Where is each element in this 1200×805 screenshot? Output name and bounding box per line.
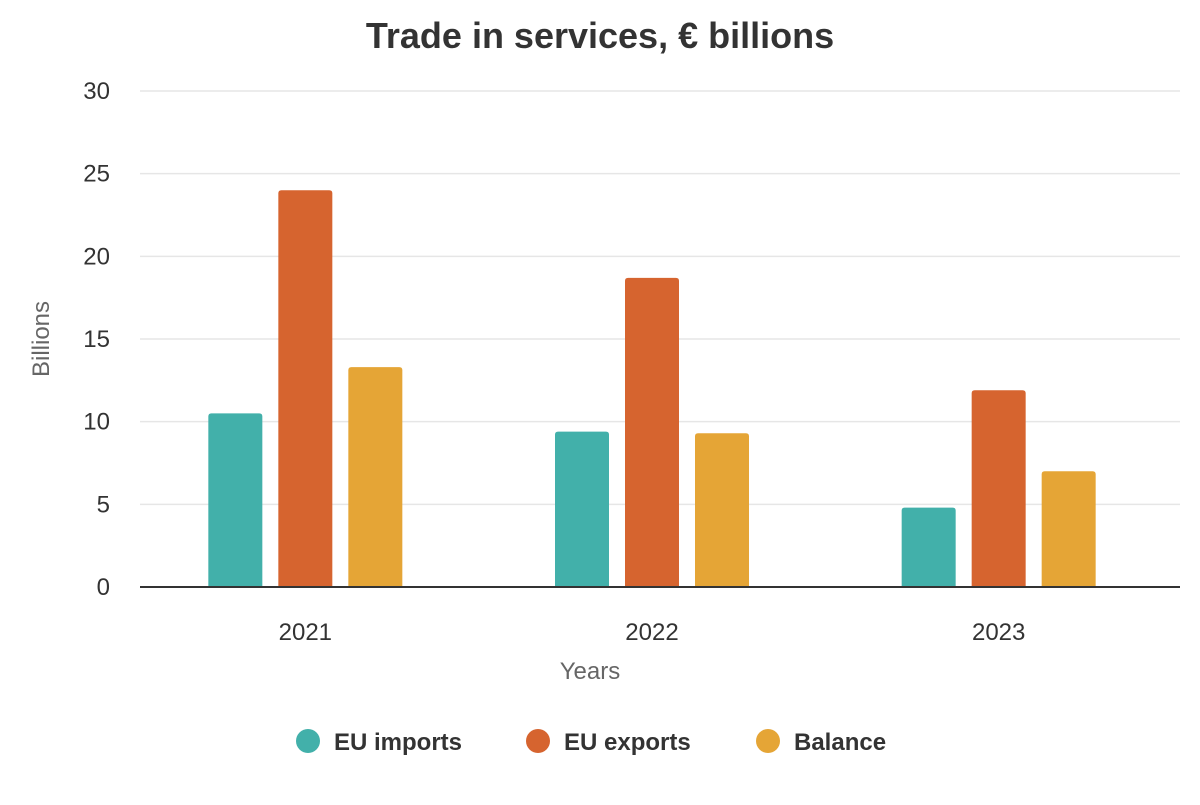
- x-tick-label: 2023: [972, 619, 1025, 646]
- legend-marker: [756, 729, 780, 753]
- y-tick-label: 0: [97, 574, 110, 601]
- bar-eu-imports-2022[interactable]: EU imports 2022: 9.4: [555, 431, 609, 587]
- bars: EU imports 2021: 10.5 EU exports 2021: 24…: [208, 190, 1096, 587]
- y-axis-ticks: 0 5 10 15 20 25 30: [83, 78, 110, 601]
- x-axis-ticks: 2021 2022 2023: [279, 619, 1026, 646]
- y-tick-label: 20: [83, 243, 110, 270]
- x-tick-label: 2022: [625, 619, 678, 646]
- legend-marker: [296, 729, 320, 753]
- y-tick-label: 25: [83, 161, 110, 188]
- bar-eu-exports-2021[interactable]: EU exports 2021: 24: [278, 190, 333, 587]
- y-axis-title: Billions: [28, 301, 55, 377]
- bar-eu-exports-2022[interactable]: EU exports 2022: 18.7: [625, 277, 679, 587]
- bar-balance-2023[interactable]: Balance 2023: 7: [1041, 471, 1096, 587]
- y-tick-label: 5: [97, 491, 110, 518]
- x-axis-title: Years: [560, 658, 621, 685]
- x-tick-label: 2021: [279, 619, 332, 646]
- y-tick-label: 10: [83, 409, 110, 436]
- y-tick-label: 30: [83, 78, 110, 105]
- bar-eu-exports-2023[interactable]: EU exports 2023: 11.9: [971, 390, 1026, 587]
- legend-label: EU imports: [334, 729, 462, 756]
- legend-item-eu-imports[interactable]: EU imports: [296, 729, 462, 756]
- legend-item-balance[interactable]: Balance: [756, 729, 886, 756]
- bar-eu-imports-2021[interactable]: EU imports 2021: 10.5: [208, 413, 263, 587]
- legend[interactable]: EU imports EU exports Balance: [296, 729, 886, 756]
- chart-title: Trade in services, € billions: [366, 15, 834, 56]
- bar-balance-2022[interactable]: Balance 2022: 9.3: [695, 433, 749, 587]
- y-tick-label: 15: [83, 326, 110, 353]
- legend-item-eu-exports[interactable]: EU exports: [526, 729, 691, 756]
- legend-label: EU exports: [564, 729, 691, 756]
- bar-balance-2021[interactable]: Balance 2021: 13.3: [348, 367, 403, 587]
- legend-label: Balance: [794, 729, 886, 756]
- legend-marker: [526, 729, 550, 753]
- bar-eu-imports-2023[interactable]: EU imports 2023: 4.8: [901, 507, 956, 587]
